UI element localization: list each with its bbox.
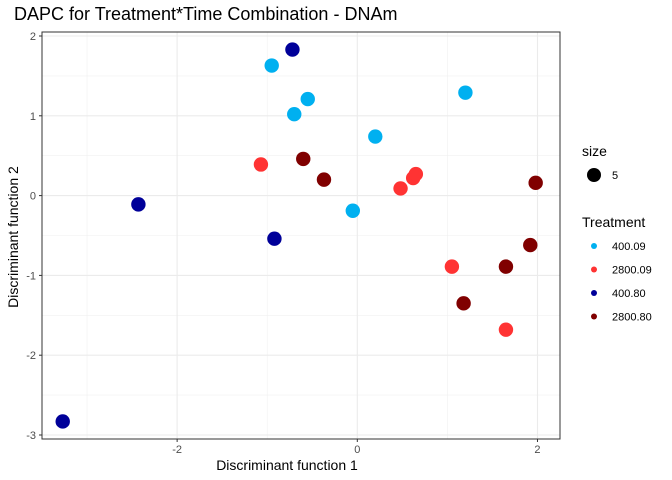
data-point xyxy=(523,237,538,253)
y-axis-ticks: -3 -2 -1 0 1 2 xyxy=(26,31,42,442)
data-point xyxy=(368,129,383,144)
y-tick-label: 0 xyxy=(30,191,36,203)
data-point xyxy=(300,91,315,107)
data-point xyxy=(296,151,311,167)
minor-gridlines xyxy=(42,32,560,439)
x-tick-label: 0 xyxy=(354,444,360,456)
treatment-legend-items: 400.09 2800.09 400.80 2800.80 xyxy=(591,241,652,324)
major-gridlines xyxy=(42,32,560,439)
legend: size 5 Treatment 400.09 2800.09 400.80 2800… xyxy=(582,143,652,324)
y-tick-label: -3 xyxy=(26,430,36,442)
legend-key xyxy=(591,313,597,320)
size-legend-key xyxy=(587,168,601,182)
legend-label: 2800.09 xyxy=(612,265,652,277)
y-tick-label: 2 xyxy=(30,31,36,43)
data-point xyxy=(393,181,408,196)
y-tick-label: -1 xyxy=(26,270,36,282)
data-points xyxy=(55,42,543,429)
data-point xyxy=(498,259,514,274)
x-axis-ticks: -2 0 2 xyxy=(172,439,541,456)
x-tick-label: -2 xyxy=(172,444,182,456)
plot-panel-border xyxy=(41,31,561,440)
legend-label: 400.80 xyxy=(612,288,646,300)
data-point xyxy=(528,175,543,191)
chart-title: DAPC for Treatment*Time Combination - DN… xyxy=(14,4,397,24)
data-point xyxy=(131,197,146,212)
size-legend-title: size xyxy=(582,143,607,159)
x-tick-label: 2 xyxy=(534,444,540,456)
data-point xyxy=(287,106,302,122)
legend-key xyxy=(591,266,597,273)
legend-label: 400.09 xyxy=(612,241,646,253)
y-axis-title: Discriminant function 2 xyxy=(5,166,21,308)
legend-label: 2800.80 xyxy=(612,312,652,324)
data-point xyxy=(316,172,332,187)
treatment-legend-title: Treatment xyxy=(582,214,645,230)
y-tick-label: -2 xyxy=(26,350,36,362)
size-legend-label: 5 xyxy=(612,170,618,182)
data-point xyxy=(408,166,424,182)
data-point xyxy=(253,157,269,172)
data-point xyxy=(285,42,300,57)
y-tick-label: 1 xyxy=(30,111,36,123)
data-point xyxy=(458,85,473,100)
data-point xyxy=(345,203,360,218)
data-point xyxy=(444,259,460,274)
legend-key xyxy=(591,243,597,249)
data-point xyxy=(267,231,282,246)
data-point xyxy=(55,414,70,429)
data-point xyxy=(456,296,471,311)
data-point xyxy=(498,322,514,337)
x-axis-title: Discriminant function 1 xyxy=(216,457,358,473)
legend-key xyxy=(591,290,597,296)
data-point xyxy=(264,58,279,73)
